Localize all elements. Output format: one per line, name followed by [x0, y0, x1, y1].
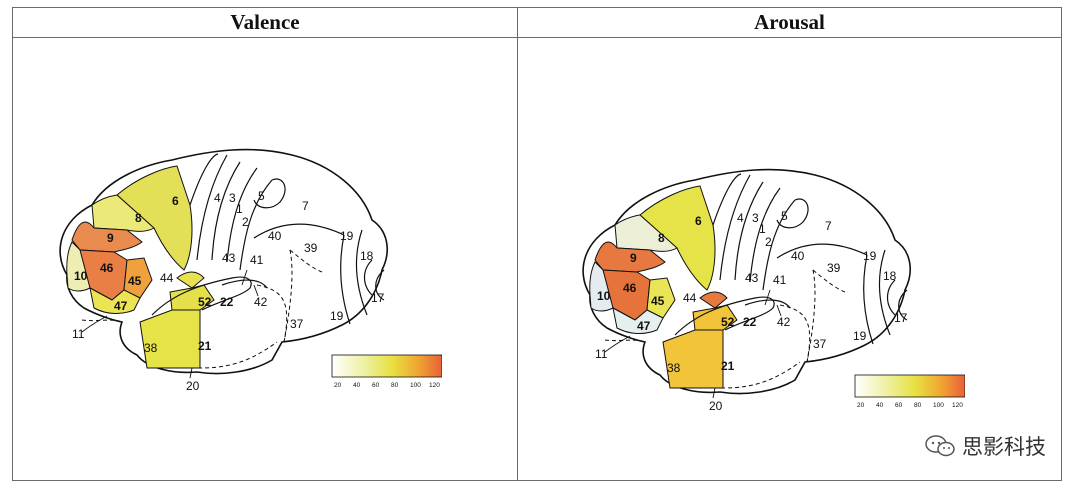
region-9: [71, 221, 143, 253]
area-11-label: 11: [72, 327, 85, 341]
area-6-label: 6: [172, 194, 179, 208]
area-20-label: 20: [709, 399, 723, 413]
region-8: [91, 194, 155, 232]
area-41-label: 41: [250, 253, 264, 267]
region-43: [699, 291, 728, 309]
area-19-label: 19: [340, 229, 354, 243]
area-8-label: 8: [135, 211, 142, 225]
region-45: [123, 257, 153, 299]
area-37-label: 37: [813, 337, 827, 351]
area-22-label: 22: [743, 315, 757, 329]
colorbar-tick-label: 120: [952, 402, 963, 409]
colorbar-tick-label: 80: [914, 402, 922, 409]
region-6: [116, 165, 193, 271]
arousal-panel: 4 3 1 2 5 7 6 8 9 10 46 45 44 47 11 43 4…: [545, 130, 966, 475]
area-6-label: 6: [695, 214, 702, 228]
area-5-label: 5: [781, 209, 788, 223]
area-1-label: 1: [759, 222, 766, 236]
area-39-label: 39: [827, 261, 841, 275]
region-8: [614, 214, 678, 252]
area-37-label: 37: [290, 317, 304, 331]
valence-panel: 4 3 1 2 5 7 6 8 9 10 46 45 44 47 11 43 4…: [22, 110, 443, 455]
area-42-label: 42: [777, 315, 791, 329]
region-45: [646, 277, 676, 319]
colorbar-tick-label: 60: [372, 382, 380, 389]
watermark: 思影科技: [924, 431, 1046, 461]
region-9: [594, 241, 666, 273]
region-6: [639, 185, 716, 291]
area-18-label: 18: [883, 269, 897, 283]
area-3-label: 3: [752, 211, 759, 225]
area-19-label: 19: [863, 249, 877, 263]
area-21-label: 21: [198, 339, 212, 353]
area-45-label: 45: [128, 274, 142, 288]
colorbar-tick-label: 20: [334, 382, 342, 389]
wechat-icon: [925, 435, 955, 457]
colorbar-tick-label: 60: [895, 402, 903, 409]
arousal-title: Arousal: [518, 8, 1061, 38]
area-2-label: 2: [242, 215, 249, 229]
area-38-label: 38: [667, 361, 681, 375]
area-19b-label: 19: [853, 329, 867, 343]
region-21: [139, 309, 201, 369]
area-4-label: 4: [214, 191, 221, 205]
area-44-label: 44: [160, 271, 174, 285]
area-11-label: 11: [595, 347, 608, 361]
colorbar-tick-label: 100: [933, 402, 944, 409]
colorbar-tick-label: 100: [410, 382, 421, 389]
area-3-label: 3: [229, 191, 236, 205]
brain-diagram: 4 3 1 2 5 7 6 8 9 10 46 45 44 47 11 43 4…: [582, 168, 966, 413]
area-39-label: 39: [304, 241, 318, 255]
area-7-label: 7: [825, 219, 832, 233]
area-10-label: 10: [597, 289, 611, 303]
area-5-label: 5: [258, 189, 265, 203]
area-10-label: 10: [74, 269, 88, 283]
colorbar: 20 40 60 80 100 120: [331, 354, 443, 389]
colorbar-tick-label: 20: [857, 402, 865, 409]
area-47-label: 47: [637, 319, 651, 333]
panel-divider: [517, 8, 518, 480]
area-41-label: 41: [773, 273, 787, 287]
region-43: [176, 271, 205, 289]
area-46-label: 46: [100, 261, 114, 275]
region-47: [89, 287, 141, 314]
area-21-label: 21: [721, 359, 735, 373]
area-43-label: 43: [745, 271, 759, 285]
area-7-label: 7: [302, 199, 309, 213]
area-17-label: 17: [894, 311, 908, 325]
area-2-label: 2: [765, 235, 772, 249]
area-1-label: 1: [236, 202, 243, 216]
colorbar-tick-label: 40: [876, 402, 884, 409]
area-38-label: 38: [144, 341, 158, 355]
area-8-label: 8: [658, 231, 665, 245]
area-44-label: 44: [683, 291, 697, 305]
area-17-label: 17: [371, 291, 385, 305]
colorbar-tick-label: 80: [391, 382, 399, 389]
colorbar-tick-label: 40: [353, 382, 361, 389]
brain-diagram: 4 3 1 2 5 7 6 8 9 10 46 45 44 47 11 43 4…: [59, 148, 443, 393]
area-40-label: 40: [268, 229, 282, 243]
area-47-label: 47: [114, 299, 128, 313]
region-47: [612, 307, 664, 334]
area-9-label: 9: [630, 251, 637, 265]
valence-title: Valence: [13, 8, 517, 38]
area-42-label: 42: [254, 295, 268, 309]
area-43-label: 43: [222, 251, 236, 265]
area-45-label: 45: [651, 294, 665, 308]
region-21: [662, 329, 724, 389]
figure-frame: Valence Arousal: [12, 7, 1062, 481]
area-9-label: 9: [107, 231, 114, 245]
area-46-label: 46: [623, 281, 637, 295]
colorbar-tick-label: 120: [429, 382, 440, 389]
watermark-text: 思影科技: [962, 435, 1046, 459]
area-18-label: 18: [360, 249, 374, 263]
area-40-label: 40: [791, 249, 805, 263]
colorbar: 20 40 60 80 100 120: [854, 374, 966, 409]
area-20-label: 20: [186, 379, 200, 393]
area-22-label: 22: [220, 295, 234, 309]
area-4-label: 4: [737, 211, 744, 225]
area-52-label: 52: [198, 295, 212, 309]
area-52-label: 52: [721, 315, 735, 329]
area-19b-label: 19: [330, 309, 344, 323]
